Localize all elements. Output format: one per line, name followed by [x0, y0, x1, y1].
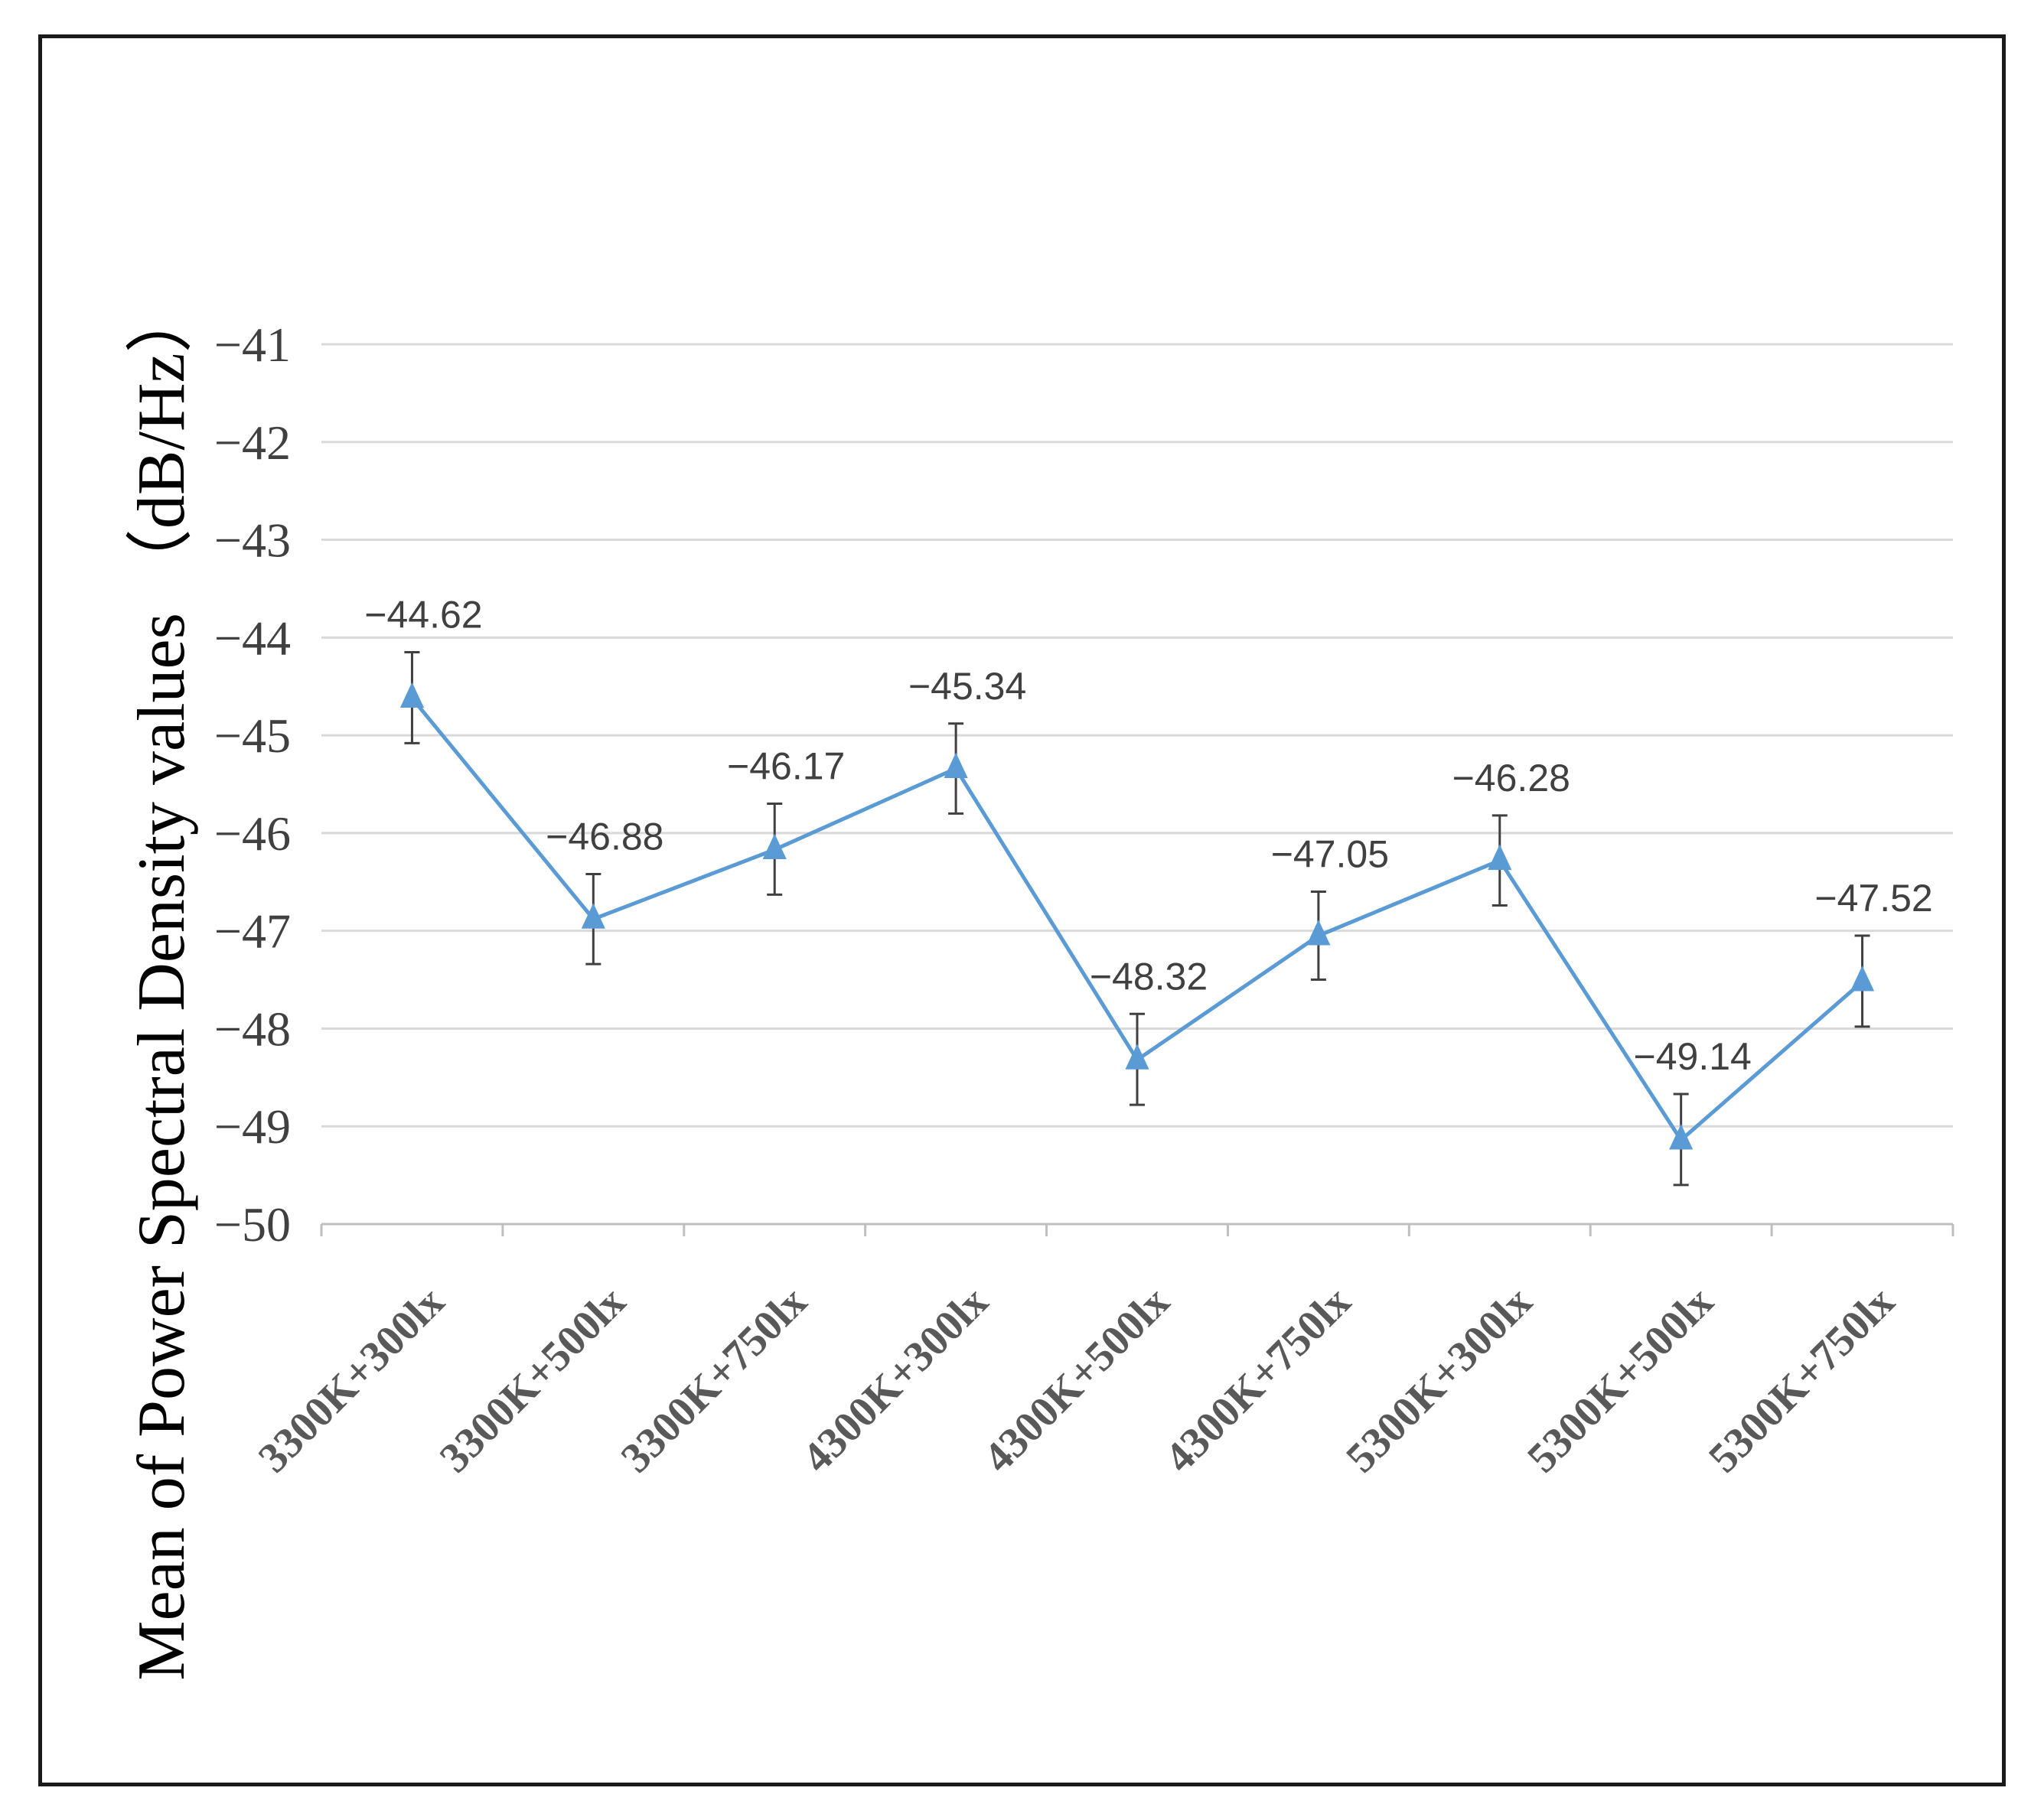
data-point	[1488, 844, 1512, 871]
data-label: −49.14	[1634, 1035, 1752, 1078]
y-tick-label: −43	[214, 513, 291, 568]
x-tick-label: 3300K+300lx	[249, 1278, 454, 1482]
data-label: −44.62	[364, 594, 482, 637]
chart-frame: −41 −42 −43 −44 −45 −46 −47 −48 −49 −50 3300K+300…	[38, 34, 2006, 1786]
y-axis-label: Mean of Power Spectral Density values （d…	[125, 285, 199, 1680]
data-label: −48.32	[1090, 955, 1208, 998]
y-tick-label: −45	[214, 708, 291, 763]
y-tick-label: −41	[214, 317, 291, 372]
y-tick-labels: −41 −42 −43 −44 −45 −46 −47 −48 −49 −50	[214, 317, 291, 1252]
data-point	[1306, 920, 1331, 946]
data-markers	[399, 682, 1875, 1150]
y-tick-label: −44	[214, 611, 291, 665]
x-tick-label: 5300K+750lx	[1700, 1278, 1904, 1482]
data-point	[944, 752, 968, 778]
line-chart: −41 −42 −43 −44 −45 −46 −47 −48 −49 −50 3300K+300…	[125, 285, 1954, 1681]
x-tick-label: 4300K+750lx	[1156, 1278, 1360, 1482]
y-tick-label: −46	[214, 806, 291, 861]
data-labels: −44.62 −46.88 −46.17 −45.34 −48.32 −47.05 −46.…	[364, 594, 1932, 1079]
data-point	[1850, 965, 1875, 992]
data-label: −45.34	[908, 665, 1026, 708]
x-tick-label: 4300K+300lx	[794, 1278, 998, 1482]
x-tick-label: 3300K+750lx	[612, 1278, 817, 1482]
data-label: −46.17	[727, 745, 845, 788]
data-label: −46.28	[1452, 757, 1570, 799]
data-point	[762, 833, 787, 860]
data-point	[1669, 1124, 1694, 1150]
x-tick-label: 3300K+500lx	[431, 1278, 635, 1482]
data-label: −47.52	[1814, 877, 1932, 920]
data-point	[581, 903, 605, 929]
error-bars	[404, 651, 1870, 1187]
gridlines	[321, 343, 1953, 1128]
data-point	[399, 682, 425, 708]
data-label: −46.88	[546, 816, 663, 858]
y-tick-label: −42	[214, 415, 291, 470]
y-tick-label: −49	[214, 1099, 291, 1154]
x-tick-labels: 3300K+300lx3300K+500lx3300K+750lx4300K+3…	[249, 1278, 1904, 1482]
x-tick-label: 5300K+500lx	[1518, 1278, 1723, 1482]
x-axis	[320, 1223, 1954, 1236]
x-tick-label: 5300K+300lx	[1337, 1278, 1541, 1482]
y-tick-label: −48	[214, 1001, 291, 1056]
data-point	[1125, 1044, 1149, 1070]
x-tick-label: 4300K+500lx	[975, 1278, 1179, 1482]
data-label: −47.05	[1271, 833, 1389, 876]
y-tick-label: −47	[214, 904, 291, 959]
y-tick-label: −50	[214, 1197, 291, 1252]
